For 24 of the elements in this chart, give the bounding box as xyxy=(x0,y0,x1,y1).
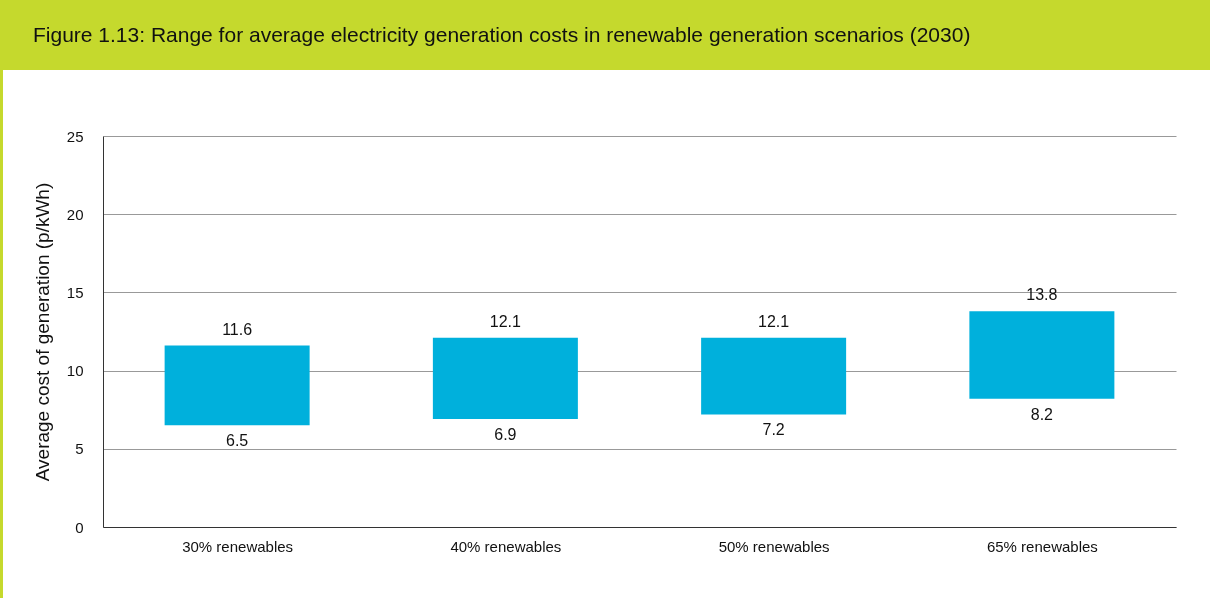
y-tick-label: 10 xyxy=(66,362,84,380)
annotation: 7.2 xyxy=(762,421,785,439)
x-tick-label: 40% renewables xyxy=(450,537,562,555)
y-tick-label: 20 xyxy=(66,205,84,223)
annotation: 11.6 xyxy=(222,320,253,338)
bar xyxy=(164,345,310,426)
annotation: 6.5 xyxy=(226,432,249,450)
y-tick-label: 25 xyxy=(66,127,84,145)
annotation: 12.1 xyxy=(758,312,790,330)
y-tick-label: 5 xyxy=(75,440,84,458)
annotation: 12.1 xyxy=(489,312,522,330)
x-tick-label: 30% renewables xyxy=(182,537,294,555)
bar xyxy=(701,337,847,415)
chart-title: Figure 1.13: Range for average electricity generation costs in renewable generation scenarios (2030) xyxy=(3,0,1210,70)
y-tick-label: 0 xyxy=(75,518,84,536)
x-tick-label: 50% renewables xyxy=(718,537,830,555)
bar xyxy=(969,311,1115,399)
y-axis-title: Average cost of generation (p/kWh) xyxy=(31,182,53,482)
annotation: 13.8 xyxy=(1026,286,1058,304)
annotation: 8.2 xyxy=(1030,405,1054,423)
bar xyxy=(432,337,578,420)
x-tick-label: 65% renewables xyxy=(986,537,1098,555)
y-tick-label: 15 xyxy=(66,283,84,301)
annotation: 6.9 xyxy=(494,426,517,444)
